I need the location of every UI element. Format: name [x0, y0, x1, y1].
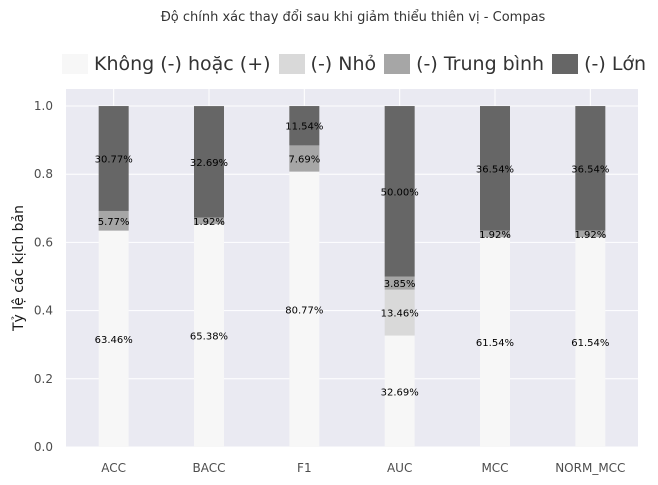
y-tick-label: 0.8	[34, 167, 53, 181]
bar-segment	[289, 171, 320, 447]
data-label: 1.92%	[479, 230, 511, 241]
data-label: 5.77%	[98, 217, 130, 228]
bar-segment	[194, 224, 224, 447]
data-label: 3.85%	[384, 279, 416, 290]
bar-segment	[384, 289, 415, 336]
legend-label: (-) Nhỏ	[310, 53, 377, 75]
data-label: 50.00%	[381, 187, 419, 198]
y-tick-label: 0.0	[34, 440, 53, 454]
data-label: 80.77%	[285, 305, 323, 316]
legend-item: Không (-) hoặc (+)	[62, 53, 271, 75]
bar-segment	[480, 237, 510, 447]
data-label: 61.54%	[476, 338, 514, 349]
bar-segment	[384, 106, 415, 277]
plot-background	[66, 89, 638, 447]
bar-segment	[289, 145, 320, 172]
bar-segment	[194, 217, 224, 225]
legend-swatch	[278, 54, 305, 74]
legend-label: (-) Trung bình	[416, 53, 545, 75]
legend-label: (-) Lớn	[584, 53, 647, 75]
data-label: 36.54%	[476, 164, 514, 175]
bar-segment	[384, 335, 415, 447]
bar-segment	[384, 276, 415, 290]
x-tick-label: AUC	[387, 461, 412, 475]
data-label: 7.69%	[288, 155, 320, 166]
x-tick-label: F1	[297, 461, 312, 475]
data-label: 1.92%	[574, 230, 606, 241]
bar-segment	[194, 106, 224, 218]
bar-segment	[98, 210, 129, 231]
legend-label: Không (-) hoặc (+)	[94, 53, 271, 75]
legend-item: (-) Nhỏ	[278, 53, 377, 75]
bar-segment	[575, 230, 606, 238]
legend: Không (-) hoặc (+) (-) Nhỏ (-) Trung bình (…	[62, 50, 654, 78]
x-tick-label: ACC	[101, 461, 126, 475]
bar-segment	[289, 106, 320, 146]
bar-segment	[98, 106, 129, 211]
bar-segment	[480, 106, 510, 231]
legend-swatch	[552, 54, 579, 74]
data-label: 63.46%	[95, 335, 133, 346]
y-tick-label: 1.0	[34, 99, 53, 113]
bar-segment	[575, 106, 606, 231]
data-label: 65.38%	[190, 332, 228, 343]
data-label: 13.46%	[381, 309, 419, 320]
y-tick-label: 0.6	[34, 235, 53, 249]
y-tick-label: 0.2	[34, 372, 53, 386]
legend-item: (-) Lớn	[552, 53, 646, 75]
y-tick-label: 0.4	[34, 304, 53, 318]
legend-item: (-) Trung bình	[384, 53, 544, 75]
data-label: 32.69%	[381, 387, 419, 398]
data-label: 61.54%	[571, 338, 609, 349]
data-label: 36.54%	[571, 164, 609, 175]
legend-swatch	[384, 54, 411, 74]
data-label: 1.92%	[193, 217, 225, 228]
legend-swatch	[62, 54, 88, 74]
y-axis-label: Tỷ lệ các kịch bản	[11, 205, 27, 332]
x-tick-label: NORM_MCC	[555, 461, 625, 475]
x-tick-label: BACC	[193, 461, 226, 475]
bar-segment	[575, 237, 606, 447]
data-label: 32.69%	[190, 158, 228, 169]
chart-title: Độ chính xác thay đổi sau khi giảm thiểu…	[160, 10, 546, 25]
bar-segment	[480, 230, 510, 238]
bar-segment	[98, 230, 129, 447]
data-label: 11.54%	[285, 122, 323, 133]
data-label: 30.77%	[95, 155, 133, 166]
x-tick-label: MCC	[481, 461, 508, 475]
